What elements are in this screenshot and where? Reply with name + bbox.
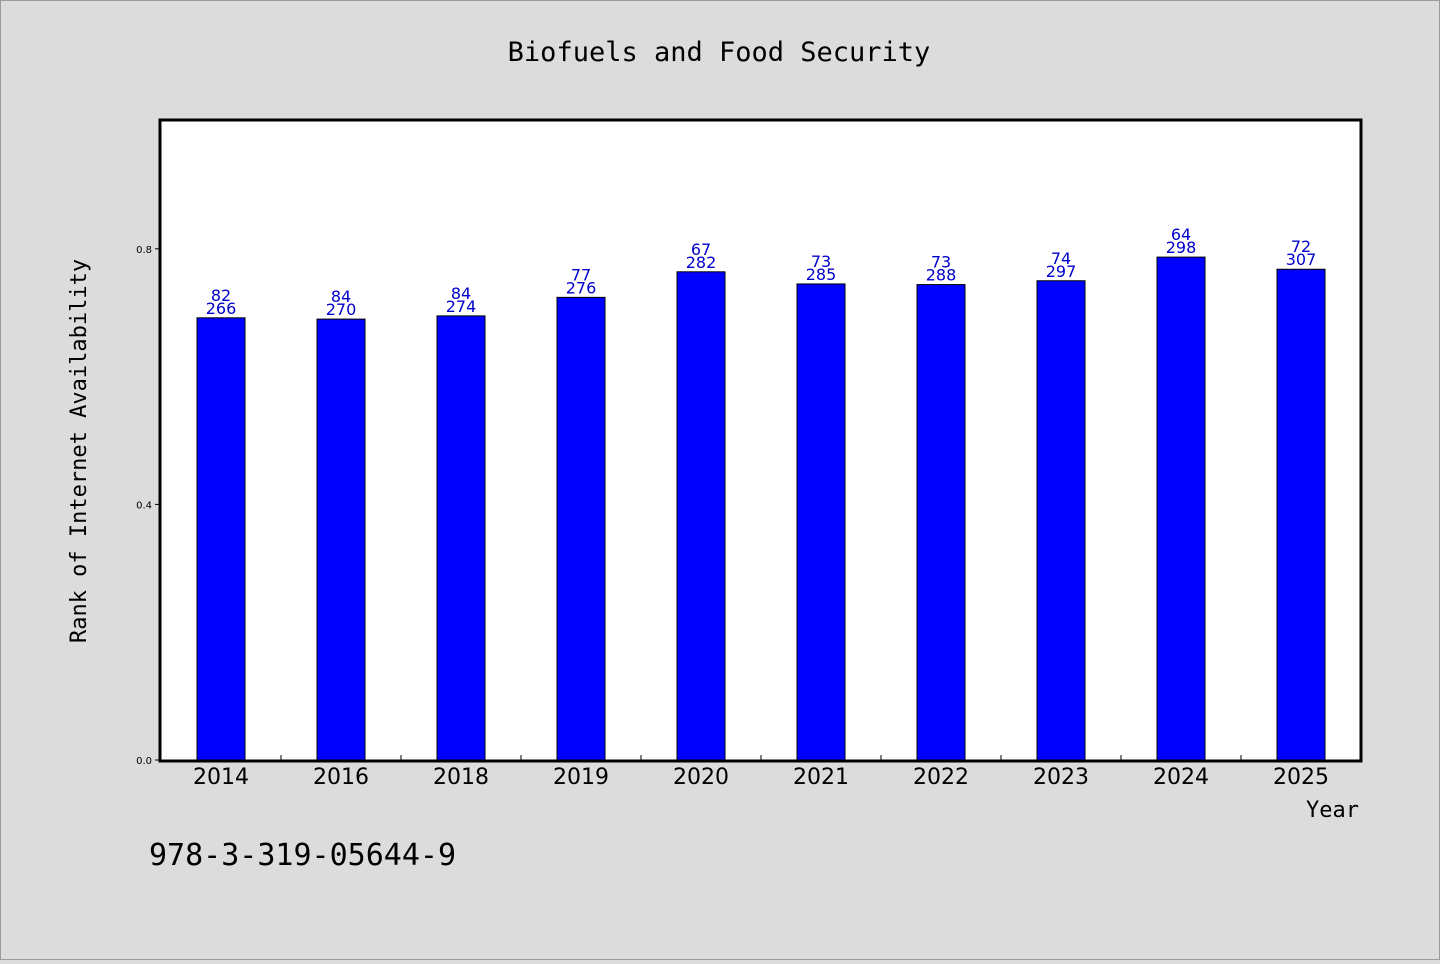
x-tick-label: 2016 [313, 765, 369, 790]
x-tick-label: 2022 [913, 765, 969, 790]
data-label-bottom: 288 [926, 266, 957, 285]
y-tick-label: 0.4 [136, 500, 152, 511]
x-tick-label: 2019 [553, 765, 609, 790]
x-tick-label: 2024 [1153, 765, 1209, 790]
bar [916, 284, 966, 761]
x-axis-ticks [280, 755, 1242, 760]
data-label-top: 67 [691, 240, 711, 259]
chart-title: Biofuels and Food Security [508, 37, 931, 68]
x-axis-tick-labels: 2014 2016 2018 2019 2020 2021 2022 2023 2024 2025 [193, 765, 1329, 790]
y-tick-label: 0.0 [136, 756, 152, 767]
x-tick-label: 2018 [433, 765, 489, 790]
x-tick-label: 2025 [1273, 765, 1329, 790]
y-tick-label: 0.8 [136, 245, 152, 256]
bar [316, 318, 366, 761]
bar [436, 315, 486, 761]
data-label-bottom: 270 [326, 300, 357, 319]
x-tick-label: 2023 [1033, 765, 1089, 790]
bar [1276, 268, 1326, 761]
bar [1156, 256, 1206, 761]
y-axis-label: Rank of Internet Availability [67, 259, 92, 643]
data-label-bottom: 307 [1286, 250, 1317, 269]
data-label-bottom: 282 [686, 253, 717, 272]
bar [676, 271, 726, 761]
data-label-top: 82 [211, 286, 231, 305]
bar [796, 283, 846, 761]
y-axis-ticks: 0.0 0.4 0.8 [136, 245, 161, 767]
data-label-bottom: 297 [1046, 262, 1077, 281]
data-label-top: 77 [571, 265, 591, 284]
bar [1036, 280, 1086, 761]
data-label-top: 72 [1291, 237, 1311, 256]
bar [196, 317, 246, 761]
x-axis-label: Year [1306, 798, 1359, 823]
data-label-bottom: 276 [566, 278, 597, 297]
data-label-top: 84 [451, 284, 471, 303]
x-tick-label: 2020 [673, 765, 729, 790]
data-label-top: 74 [1051, 249, 1071, 268]
data-label-top: 73 [811, 252, 831, 271]
data-label-bottom: 298 [1166, 238, 1197, 257]
data-label-top: 64 [1171, 225, 1191, 244]
data-label-bottom: 274 [446, 297, 477, 316]
data-label-bottom: 266 [206, 299, 237, 318]
bar-series [196, 256, 1326, 761]
bar [556, 296, 606, 761]
isbn-text: 978-3-319-05644-9 [149, 838, 456, 873]
data-label-top: 73 [931, 253, 951, 272]
data-label-bottom: 285 [806, 265, 837, 284]
x-tick-label: 2021 [793, 765, 849, 790]
data-label-top: 84 [331, 287, 351, 306]
x-tick-label: 2014 [193, 765, 249, 790]
